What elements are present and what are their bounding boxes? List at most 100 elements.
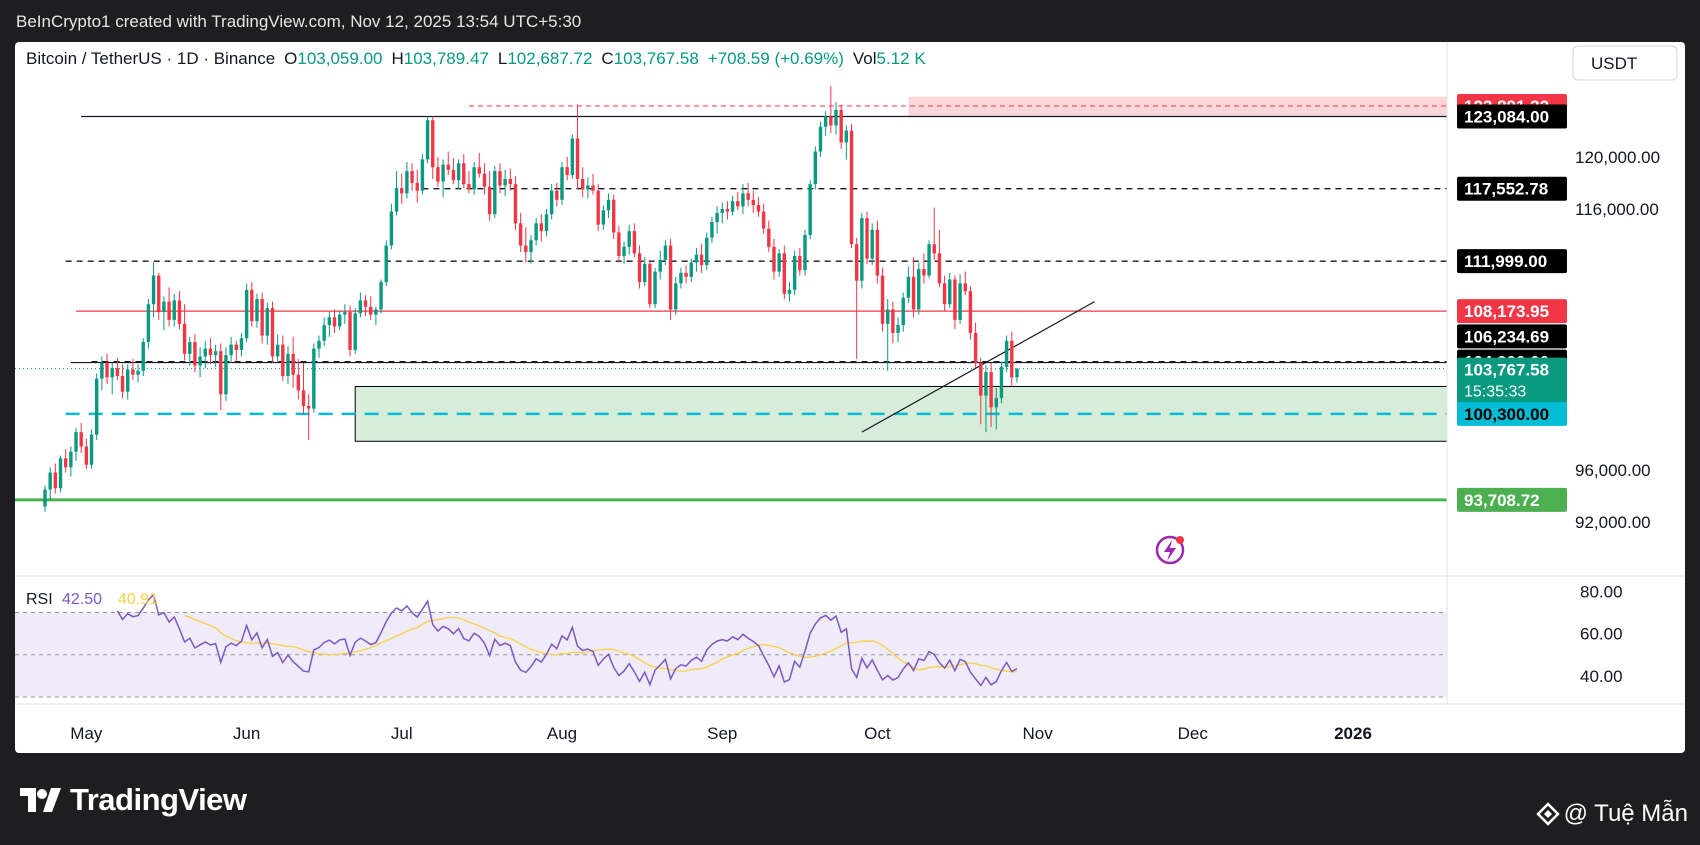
candle-body [95,378,99,435]
candle-body [570,138,575,176]
candle-body [601,210,606,225]
candle-body [456,163,461,181]
price-label-black: 117,552.78 [1464,180,1548,199]
candle-body [518,223,523,246]
candle-body [699,254,704,266]
candle-body [823,116,828,127]
price-label-black: 111,999.00 [1464,252,1547,271]
candle-body [234,344,238,350]
candle-body [219,351,223,395]
rsi-tick-label: 40.00 [1580,667,1623,686]
candle-body [922,269,926,276]
candle-body [777,253,781,272]
candle-body [503,178,507,186]
candle-body [472,167,476,190]
candle-body [839,109,843,143]
candle-body [886,309,890,324]
candle-body [48,472,52,490]
candle-body [203,348,207,357]
candle-body [953,279,957,320]
candle-body [901,297,905,326]
candle-body [549,190,554,215]
candle-body [787,289,792,294]
candle-body [146,304,151,343]
candle-body [689,262,693,277]
time-tick-label: Jun [233,724,260,743]
candle-body [761,211,766,229]
candle-body [100,362,104,379]
candle-body [301,390,306,407]
candle-body [849,130,854,245]
candle-body [467,184,471,190]
candle-body [860,218,864,281]
candle-body [255,299,259,322]
rsi-ma-value: 40.91 [118,591,158,608]
candle-body [213,351,218,356]
candle-body [875,229,880,276]
candle-body [865,218,869,259]
candle-body [705,237,709,266]
candle-body [989,372,993,408]
candle-body [43,489,47,507]
candle-body [725,208,730,212]
candle-body [291,353,295,375]
candle-body [534,223,538,241]
tradingview-logo-icon [20,788,61,812]
candle-body [524,245,528,253]
candle-body [172,300,176,320]
candle-body [973,332,978,363]
candle-body [244,289,249,339]
chart-header: Bitcoin / TetherUS · 1D · Binance O103,05… [26,49,926,68]
interval: 1D [177,49,199,68]
candle-body [736,201,740,207]
candle-body [586,185,590,190]
candle-body [529,240,533,253]
candle-body [927,244,931,276]
price-label-green: 93,708.72 [1464,491,1540,510]
price-label-teal-current: 103,767.58 [1464,361,1549,380]
candle-body [710,222,714,238]
candle-body [353,313,357,350]
time-tick-label: Dec [1178,724,1209,743]
change-value: +708.59 (+0.69%) [708,49,844,68]
candle-body [89,434,94,465]
candle-body [756,205,761,212]
price-label-bg [1457,487,1567,512]
countdown-label: 15:35:33 [1464,384,1526,401]
price-label-bg [1457,299,1567,324]
candle-body [167,301,171,320]
alert-button[interactable] [1155,535,1185,565]
candle-body [844,130,849,143]
candle-body [348,312,352,350]
candle-body [84,446,89,465]
candle-body [896,325,900,333]
candle-body [741,193,745,207]
rsi-line [116,593,1018,687]
candle-body [1015,368,1019,378]
candle-body [834,109,838,126]
candle-body [193,342,197,366]
candle-body [120,376,125,392]
time-tick-label: Sep [707,724,737,743]
price-chart[interactable]: Bitcoin / TetherUS · 1D · Binance O103,05… [15,42,1685,753]
open-value: 103,059.00 [297,49,382,68]
rsi-ma-line [184,614,1017,673]
candle-body [911,276,916,310]
candle-body [63,458,68,468]
lightning-alert-icon [1164,540,1176,561]
price-tick-label: 116,000.00 [1575,200,1659,219]
candle-body [622,246,626,256]
candle-body [482,173,487,187]
candle-body [431,120,435,168]
candle-body [400,188,404,194]
candle-body [384,245,388,283]
high-value: 103,789.47 [404,49,489,68]
candle-body [306,406,311,409]
candle-body [151,275,156,305]
currency-button[interactable]: USDT [1572,45,1678,81]
candle-body [177,300,182,324]
candle-body [674,283,678,310]
candle-body [53,472,58,489]
candle-body [79,432,83,447]
price-tick-label: 96,000.00 [1575,461,1651,480]
